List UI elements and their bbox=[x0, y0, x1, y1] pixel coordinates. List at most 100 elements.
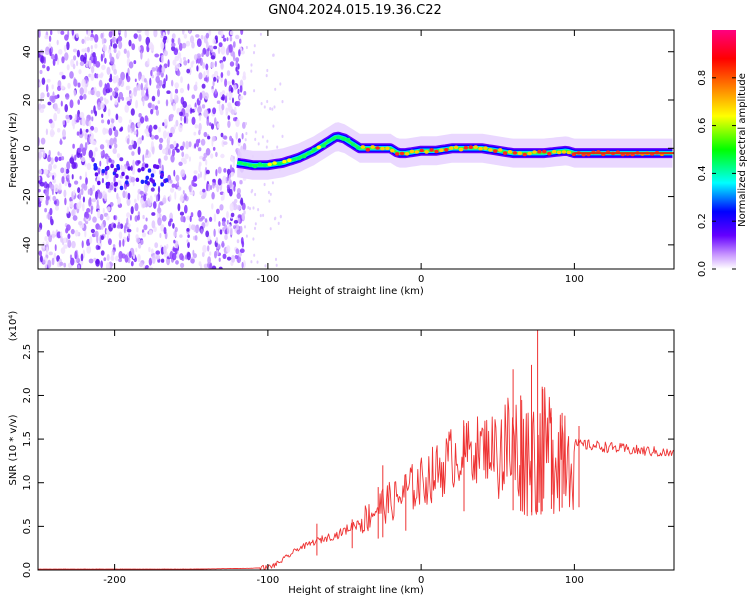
noise-speckle bbox=[157, 217, 162, 226]
noise-speckle bbox=[209, 122, 212, 127]
noise-speckle bbox=[217, 76, 220, 80]
noise-speckle bbox=[169, 113, 174, 118]
noise-speckle bbox=[196, 38, 202, 47]
noise-speckle bbox=[101, 119, 105, 124]
snr-panel: -200 -100 0 100 0.0 0.5 1.0 1.5 2.0 2.5 Height of… bbox=[8, 311, 675, 596]
noise-speckle bbox=[180, 215, 185, 223]
noise-speckle bbox=[101, 64, 106, 71]
noise-speckle bbox=[46, 92, 50, 98]
noise-speckle bbox=[234, 198, 238, 204]
noise-speckle bbox=[118, 239, 122, 248]
noise-speckle bbox=[254, 222, 257, 226]
snr-ticks: -200 -100 0 100 0.0 0.5 1.0 1.5 2.0 2.5 bbox=[22, 330, 674, 586]
noise-speckle bbox=[145, 217, 148, 222]
noise-speckle bbox=[100, 260, 103, 269]
noise-speckle bbox=[235, 118, 240, 128]
noise-speckle bbox=[240, 237, 244, 245]
noise-speckle bbox=[90, 73, 95, 81]
noise-speckle bbox=[141, 229, 145, 234]
noise-speckle bbox=[76, 114, 79, 123]
noise-speckle bbox=[209, 251, 212, 256]
ridge-peak bbox=[488, 148, 493, 152]
noise-speckle bbox=[114, 143, 118, 149]
noise-speckle bbox=[210, 55, 216, 60]
noise-speckle bbox=[67, 233, 71, 240]
noise-speckle bbox=[162, 122, 165, 127]
noise-speckle bbox=[232, 202, 238, 211]
noise-speckle bbox=[118, 251, 123, 260]
noise-speckle bbox=[253, 253, 256, 257]
ridge-peak bbox=[444, 148, 449, 152]
noise-speckle bbox=[133, 60, 137, 65]
noise-speckle bbox=[122, 239, 125, 247]
noise-speckle bbox=[67, 82, 71, 89]
noise-speckle bbox=[195, 34, 200, 38]
noise-speckle bbox=[94, 43, 98, 49]
noise-speckle bbox=[105, 165, 110, 171]
noise-speckle bbox=[106, 229, 110, 235]
noise-speckle bbox=[139, 45, 144, 54]
noise-speckle bbox=[46, 84, 49, 93]
noise-speckle bbox=[226, 245, 231, 253]
noise-speckle bbox=[122, 190, 126, 199]
noise-speckle bbox=[236, 70, 240, 76]
noise-speckle bbox=[235, 132, 238, 140]
noise-speckle bbox=[166, 143, 171, 150]
noise-speckle bbox=[153, 30, 158, 38]
noise-speckle bbox=[169, 218, 173, 223]
noise-speckle bbox=[275, 263, 278, 267]
ridge-peak bbox=[561, 150, 567, 154]
noise-speckle bbox=[113, 215, 116, 220]
noise-speckle bbox=[144, 78, 147, 83]
ridge-peak bbox=[463, 145, 469, 150]
noise-speckle bbox=[261, 135, 264, 139]
noise-speckle bbox=[74, 250, 78, 259]
noise-speckle bbox=[94, 147, 98, 152]
noise-speckle bbox=[209, 262, 213, 269]
noise-speckle bbox=[90, 89, 95, 96]
noise-speckle bbox=[101, 37, 105, 45]
noise-speckle bbox=[53, 184, 59, 193]
noise-speckle bbox=[210, 153, 214, 159]
noise-speckle bbox=[181, 151, 185, 158]
noise-speckle bbox=[213, 45, 218, 50]
noise-speckle bbox=[178, 42, 183, 52]
noise-speckle bbox=[41, 244, 46, 252]
noise-speckle bbox=[57, 128, 61, 133]
noise-speckle bbox=[242, 260, 246, 269]
noise-speckle bbox=[187, 234, 190, 239]
noise-speckle bbox=[112, 148, 117, 154]
noise-speckle bbox=[179, 57, 183, 66]
noise-speckle bbox=[124, 254, 129, 263]
noise-speckle bbox=[127, 166, 131, 171]
noise-speckle bbox=[225, 107, 229, 114]
noise-speckle bbox=[193, 131, 197, 136]
noise-speckle bbox=[81, 183, 86, 189]
noise-speckle bbox=[58, 156, 62, 161]
ridge-peak bbox=[282, 159, 287, 164]
noise-speckle bbox=[101, 169, 105, 174]
noise-speckle bbox=[113, 182, 118, 187]
ridge-peak bbox=[267, 162, 272, 167]
ridge-peak bbox=[542, 149, 547, 154]
noise-speckle bbox=[252, 237, 255, 241]
ridge-peak bbox=[449, 146, 454, 150]
spectrogram-xtick-label: -200 bbox=[103, 274, 126, 285]
ridge-peak bbox=[341, 137, 346, 141]
noise-speckle bbox=[119, 223, 124, 229]
noise-speckle bbox=[92, 52, 96, 58]
noise-speckle bbox=[141, 232, 147, 238]
noise-speckle bbox=[160, 172, 164, 178]
ridge-peak bbox=[247, 163, 253, 168]
noise-speckle bbox=[77, 99, 80, 105]
noise-speckle bbox=[162, 130, 168, 139]
noise-speckle bbox=[147, 151, 152, 158]
noise-speckle bbox=[120, 71, 125, 81]
noise-speckle bbox=[131, 124, 135, 132]
noise-speckle bbox=[131, 151, 135, 156]
noise-speckle bbox=[127, 124, 131, 133]
noise-speckle bbox=[105, 139, 109, 144]
noise-speckle bbox=[144, 115, 148, 122]
noise-speckle bbox=[226, 70, 231, 77]
